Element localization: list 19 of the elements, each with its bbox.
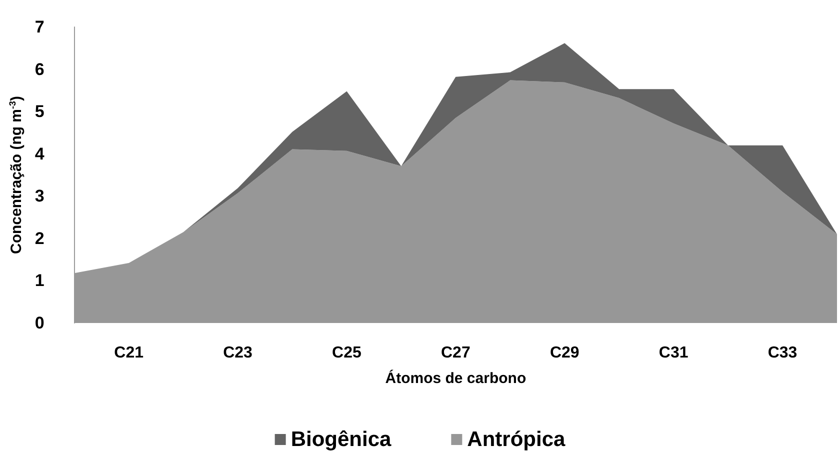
x-axis-title: Átomos de carbono bbox=[385, 369, 526, 387]
x-tick-label: C27 bbox=[441, 344, 470, 362]
x-tick-label: C23 bbox=[223, 344, 253, 362]
y-tick-label: 3 bbox=[34, 186, 44, 206]
y-tick-label: 6 bbox=[34, 60, 44, 79]
y-tick-label: 7 bbox=[34, 18, 44, 36]
y-axis-title: Concentração (ng m-3) bbox=[8, 96, 25, 254]
y-tick-label: 4 bbox=[34, 144, 45, 164]
x-tick-label: C21 bbox=[114, 344, 144, 362]
x-tick-label: C33 bbox=[768, 344, 798, 362]
legend-label: Antrópica bbox=[467, 428, 566, 451]
x-tick-label: C31 bbox=[658, 344, 688, 362]
y-tick-label: 2 bbox=[34, 228, 44, 248]
x-tick-label: C29 bbox=[550, 344, 580, 362]
legend-label: Biogênica bbox=[290, 428, 392, 451]
x-tick-label: C25 bbox=[332, 344, 362, 362]
y-tick-label: 5 bbox=[34, 102, 44, 122]
y-tick-label: 0 bbox=[34, 314, 44, 332]
y-tick-label: 1 bbox=[34, 271, 44, 290]
